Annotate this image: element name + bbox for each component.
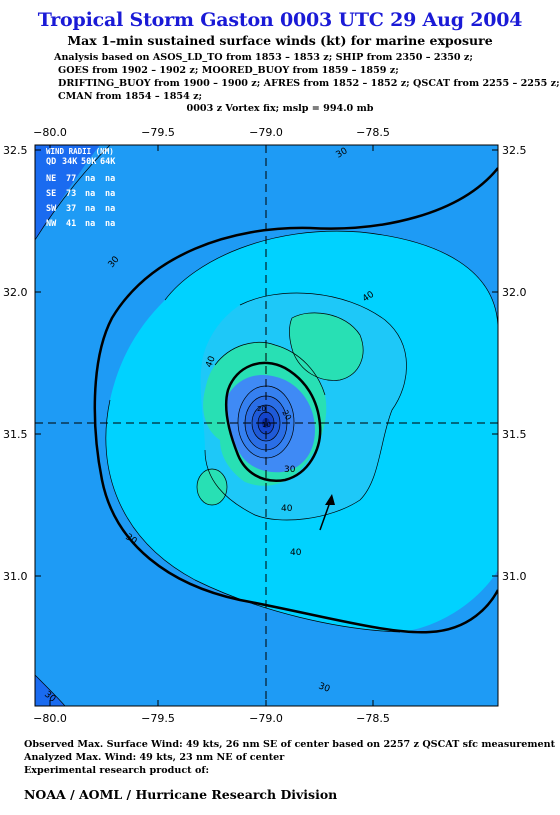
lon-tick-label: −79.0	[249, 712, 283, 725]
contour-line	[196, 468, 228, 506]
contour-label: 20	[257, 405, 266, 413]
wind-radii-cell: SE	[46, 189, 56, 199]
analysis-line: GOES from 1902 – 1902 z; MOORED_BUOY fro…	[58, 65, 399, 76]
lat-tick-label: 31.0	[502, 570, 527, 583]
wind-max-ne-region	[289, 312, 364, 381]
lon-tick-label: −78.5	[356, 126, 390, 139]
contour-label: 30	[284, 465, 296, 475]
vortex-fix: 0003 z Vortex fix; mslp = 994.0 mb	[186, 103, 374, 114]
wind-radii-cell: na	[105, 189, 115, 199]
analysis-line: Analysis based on ASOS_LD_TO from 1853 –…	[54, 52, 473, 63]
contour-34kt	[93, 167, 498, 634]
contour-label: 40	[290, 548, 302, 558]
lon-tick-labels: −80.0 −79.5 −79.0 −78.5 −80.0 −79.5 −79.…	[33, 126, 390, 725]
analysis-sources: Analysis based on ASOS_LD_TO from 1853 –…	[54, 51, 560, 103]
wind-radii-header-cell: 50K	[81, 157, 97, 167]
contour-line	[35, 145, 111, 241]
lat-tick-labels: 32.5 32.0 31.5 31.0 32.5 32.0 31.5 31.0	[3, 144, 527, 583]
lon-tick-label: −79.5	[141, 126, 175, 139]
contour-label: 30	[317, 681, 331, 694]
experimental-note: Experimental research product of:	[24, 765, 210, 776]
wind-band-low-nw	[35, 145, 100, 240]
wind-radii-cell: na	[105, 204, 115, 214]
wind-radii-cell: na	[85, 174, 95, 184]
contour-line	[35, 674, 66, 706]
wind-radii-table: WIND RADII (NM) QD 34K 50K 64K NE 77 na …	[46, 147, 116, 229]
contour-label-group: 30 30 30 30 30 30 40 40 40 40 20 10 20	[42, 146, 376, 705]
wind-radii-title: WIND RADII (NM)	[46, 147, 114, 156]
contour-line	[105, 399, 401, 633]
wind-radii-cell: na	[105, 219, 115, 229]
lat-tick-label: 31.0	[3, 570, 28, 583]
wind-max-sw-region	[197, 469, 227, 505]
wind-field-map: 30 30 30 30 30 30 40 40 40 40 20 10 20 −…	[3, 126, 527, 725]
contour-34kt-core	[224, 361, 322, 483]
max-wind-arrow	[319, 494, 335, 531]
wind-radii-cell: na	[85, 204, 95, 214]
lat-tick-label: 32.0	[502, 286, 527, 299]
wind-radii-cell: NW	[46, 219, 57, 229]
contour-line	[204, 292, 407, 521]
contour-label: 20	[280, 409, 293, 422]
lat-tick-label: 31.5	[502, 428, 527, 441]
contour-line	[289, 312, 364, 381]
wind-radii-row: SE 73 na na	[46, 189, 115, 199]
wind-radii-row: NE 77 na na	[46, 174, 115, 184]
map-subtitle: Max 1–min sustained surface winds (kt) f…	[67, 33, 493, 48]
wind-radii-cell: SW	[46, 204, 57, 214]
axis-ticks	[35, 145, 498, 706]
analysis-line: DRIFTING_BUOY from 1900 – 1900 z; AFRES …	[58, 78, 560, 89]
wind-radii-header-cell: 64K	[100, 157, 116, 167]
lon-tick-label: −79.5	[141, 712, 175, 725]
contour-line	[214, 342, 326, 396]
organization-credit: NOAA / AOML / Hurricane Research Divisio…	[24, 787, 338, 802]
wind-radii-cell: 37	[66, 204, 76, 214]
contour-label: 40	[204, 355, 217, 369]
contour-label: 40	[281, 504, 293, 514]
wind-radii-cell: na	[85, 189, 95, 199]
wind-radii-row: NW 41 na na	[46, 219, 115, 229]
wind-radii-cell: na	[85, 219, 95, 229]
contour-line	[164, 230, 498, 331]
wind-radii-cell: na	[105, 174, 115, 184]
lat-tick-label: 32.0	[3, 286, 28, 299]
wind-radii-header-cell: 34K	[62, 157, 78, 167]
lat-tick-label: 32.5	[3, 144, 28, 157]
analysis-line: CMAN from 1854 – 1854 z;	[58, 91, 203, 102]
lon-tick-label: −80.0	[33, 126, 67, 139]
wind-radii-cell: 73	[66, 189, 76, 199]
wind-radii-cell: NE	[46, 174, 56, 184]
wind-radii-header-cell: QD	[46, 157, 56, 167]
analyzed-max-wind: Analyzed Max. Wind: 49 kts, 23 nm NE of …	[24, 752, 285, 763]
wind-radii-row: SW 37 na na	[46, 204, 115, 214]
wind-radii-header: QD 34K 50K 64K	[46, 157, 116, 167]
lat-tick-label: 32.5	[502, 144, 527, 157]
observed-max-wind: Observed Max. Surface Wind: 49 kts, 26 n…	[24, 739, 556, 750]
lon-tick-label: −80.0	[33, 712, 67, 725]
wind-radii-cell: 41	[66, 219, 76, 229]
map-title: Tropical Storm Gaston 0003 UTC 29 Aug 20…	[37, 9, 523, 31]
lat-tick-label: 31.5	[3, 428, 28, 441]
lon-tick-label: −78.5	[356, 712, 390, 725]
lon-tick-label: −79.0	[249, 126, 283, 139]
wind-radii-cell: 77	[66, 174, 76, 184]
